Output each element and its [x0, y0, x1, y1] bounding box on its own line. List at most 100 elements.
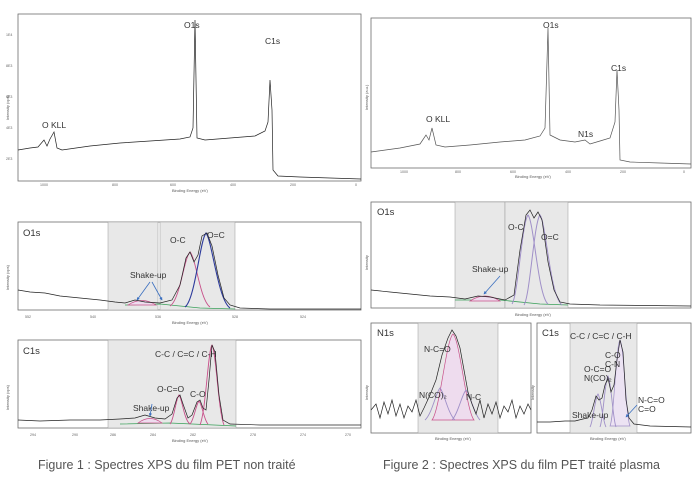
f2-n1s-title: N1s [377, 328, 394, 339]
f2-c1s-ylabel: Intensity [530, 385, 535, 400]
f1-c1s-oceo-label: O-C=O [157, 384, 185, 394]
f2-survey-xtick: 200 [620, 170, 626, 174]
f2-c1s-xlabel: Binding Energy (eV) [590, 436, 626, 441]
f2-survey-xlabel: Binding Energy (eV) [515, 174, 551, 179]
f2-c1s-oceo-label: O-C=O [584, 364, 612, 374]
f1-o1s-panel: O1s O-C O=C Shake-up 552 540 536 528 524… [5, 221, 362, 325]
f1-o1s-title: O1s [23, 228, 41, 239]
f2-n1s-ylabel: Intensity [364, 385, 369, 400]
f2-o1s-ylabel: Intensity [364, 255, 369, 270]
f1-c1s-xtick: 270 [345, 433, 351, 437]
f2-survey-xtick: 400 [565, 170, 571, 174]
f1-survey-xtick: 400 [230, 183, 236, 187]
f1-o1s-xtick: 552 [25, 315, 31, 319]
f2-o1s-shakeup-label: Shake-up [472, 264, 509, 274]
f1-survey-c1s-label: C1s [265, 36, 280, 46]
f2-survey-xtick: 600 [510, 170, 516, 174]
f2-n1s-nco2-component [424, 387, 456, 421]
f1-o1s-xtick: 528 [232, 315, 238, 319]
f1-o1s-shakeup-component [126, 300, 158, 306]
f1-o1s-xlabel: Binding Energy (eV) [172, 320, 208, 325]
f2-c1s-ceo-label: C=O [638, 404, 656, 414]
f1-survey-okll-label: O KLL [42, 120, 66, 130]
f1-survey-ytick: 4E3 [6, 126, 12, 130]
f2-o1s-oc-label: O-C [508, 222, 524, 232]
f2-n1s-xlabel: Binding Energy (eV) [435, 436, 471, 441]
f2-c1s-nco2-label: N(CO)₂ [584, 373, 612, 383]
f2-n1s-nc-label: N-C [466, 392, 481, 402]
f2-n1s-nceo-component [431, 333, 475, 421]
f1-c1s-xtick: 284 [150, 433, 156, 437]
f2-n1s-line [370, 329, 532, 420]
f2-c1s-shakeup-label: Shake-up [572, 410, 609, 420]
f1-c1s-xtick: 278 [250, 433, 256, 437]
f2-o1s-line [370, 209, 692, 307]
f2-survey-xtick: 0 [683, 170, 685, 174]
f1-c1s-line [17, 344, 361, 426]
f1-c1s-oceo-component [169, 394, 191, 425]
f1-c1s-xtick: 294 [30, 433, 36, 437]
f1-o1s-shakeup-arrow [136, 281, 151, 301]
f2-c1s-ncoc-arrow [625, 404, 638, 418]
f2-n1s-panel: N1s N-C=O N(CO)₂ N-C Binding Energy (eV)… [364, 322, 532, 441]
f1-c1s-title: C1s [23, 346, 40, 357]
f2-survey-xtick: 1000 [400, 170, 408, 174]
f1-c1s-xtick: 282 [190, 433, 196, 437]
f1-c1s-ylabel: Intensity (cps) [5, 384, 10, 410]
f1-c1s-shakeup-component [136, 418, 164, 424]
f1-c1s-xtick: 286 [110, 433, 116, 437]
f1-survey-xtick: 1000 [40, 183, 48, 187]
f2-o1s-title: O1s [377, 207, 395, 218]
f2-c1s-co-label: C-O [605, 350, 621, 360]
f1-survey-x-ticks: 1000 800 600 400 200 0 [40, 183, 357, 187]
f1-o1s-oec-component [184, 232, 231, 309]
f1-survey-ytick: 8E3 [6, 64, 12, 68]
f2-n1s-nco2-label: N(CO)₂ [419, 390, 447, 400]
f2-n1s-nceo-label: N-C=O [424, 344, 451, 354]
f1-o1s-oec-label: O=C [207, 230, 225, 240]
f2-survey-c1s-label: C1s [611, 63, 626, 73]
f2-c1s-line [537, 339, 692, 428]
f2-o1s-shade-region [454, 201, 506, 309]
f1-survey-xtick: 0 [355, 183, 357, 187]
f2-c1s-oceo-component [589, 393, 607, 428]
f1-c1s-panel: C1s C-C / C=C / C-H O-C=O C-O Shake-up 2… [5, 339, 362, 443]
f1-c1s-background [119, 422, 237, 427]
f2-o1s-xlabel: Binding Energy (eV) [515, 312, 551, 317]
f1-c1s-co-label: C-O [190, 389, 206, 399]
f2-survey-frame [370, 17, 692, 169]
f2-survey-xtick: 800 [455, 170, 461, 174]
f2-survey-n1s-label: N1s [578, 129, 593, 139]
f1-survey-line [17, 19, 362, 180]
f1-o1s-oc-label: O-C [170, 235, 186, 245]
f2-c1s-cc-label: C-C / C=C / C-H [570, 331, 632, 341]
f2-c1s-panel: C1s C-C / C=C / C-H C-O C-N O-C=O N(CO)₂… [530, 322, 692, 441]
f2-survey-line [370, 27, 692, 165]
figure-1-caption: Figure 1 : Spectres XPS du film PET non … [38, 458, 296, 472]
f1-o1s-ylabel: Intensity (cps) [5, 264, 10, 290]
f2-c1s-title: C1s [542, 328, 559, 339]
f1-survey-ytick: 1E4 [6, 33, 12, 37]
f1-survey-xtick: 200 [290, 183, 296, 187]
f2-o1s-oec-component [523, 214, 563, 306]
f2-c1s-cn-label: C-N [605, 359, 620, 369]
f1-c1s-x-ticks: 294 290 286 284 282 278 274 270 [30, 433, 351, 437]
f1-o1s-line [17, 232, 361, 310]
f1-survey-ytick: 6E3 [6, 95, 12, 99]
f1-c1s-cc-label: C-C / C=C / C-H [155, 349, 217, 359]
f2-c1s-nceo-label: N-C=O [638, 395, 665, 405]
f1-survey-panel: O1s C1s O KLL 1000 800 600 400 200 0 1E4… [5, 13, 362, 193]
f1-o1s-shakeup-label: Shake-up [130, 270, 167, 280]
f2-o1s-shakeup-arrow [483, 275, 501, 295]
f1-c1s-xlabel: Binding Energy (eV) [172, 438, 208, 443]
f1-survey-xtick: 600 [170, 183, 176, 187]
f2-survey-x-ticks: 1000 800 600 400 200 0 [400, 170, 685, 174]
f1-o1s-xtick: 536 [155, 315, 161, 319]
f1-survey-ylabel: Intensity (cps) [5, 94, 10, 120]
f1-survey-o1s-label: O1s [184, 20, 200, 30]
f1-o1s-shade-region [107, 221, 159, 311]
f1-c1s-xtick: 290 [72, 433, 78, 437]
figure-2-caption: Figure 2 : Spectres XPS du film PET trai… [383, 458, 660, 472]
f1-survey-xlabel: Binding Energy (eV) [172, 188, 208, 193]
